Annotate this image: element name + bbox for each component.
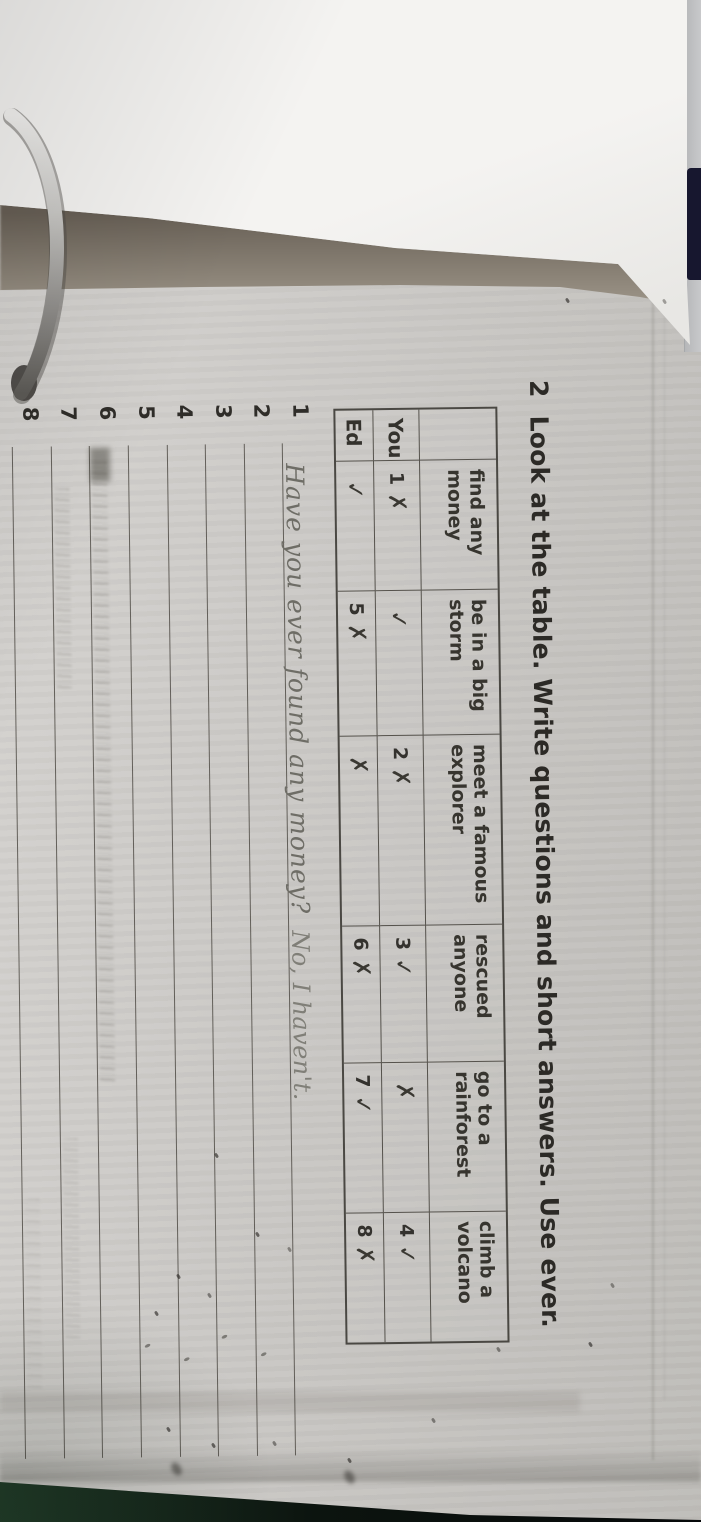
line-number: 4 xyxy=(172,404,197,420)
exercise-title: 2 Look at the table. Write questions and … xyxy=(524,380,565,1328)
bleed-through-smudge xyxy=(54,488,72,689)
table-corner-cell xyxy=(419,409,496,460)
page-crease xyxy=(652,270,654,1460)
table-cell: ✓ xyxy=(375,589,424,736)
line-number: 5 xyxy=(133,405,159,420)
cross-mark: ✗ xyxy=(347,957,376,980)
table-cell: ✗ xyxy=(381,1061,430,1213)
cross-mark: ✗ xyxy=(390,1080,419,1103)
activity-table: find any money be in a big storm meet a … xyxy=(333,406,510,1345)
line-number: 6 xyxy=(95,405,120,421)
cross-mark: ✗ xyxy=(342,622,371,645)
binder-ring xyxy=(3,108,68,404)
column-header: rescued anyone xyxy=(426,923,504,1062)
stray-pen-dot xyxy=(183,1356,190,1362)
handwritten-question: Have you ever found any money? xyxy=(280,463,316,915)
cross-mark: ✗ xyxy=(351,1244,379,1267)
item-number: 8 xyxy=(353,1224,376,1238)
table-cell: 5 ✗ xyxy=(337,590,378,736)
column-header: meet a famous explorer xyxy=(423,733,503,925)
table-cell: ✓ xyxy=(336,460,376,591)
writing-rule xyxy=(12,446,43,1459)
page-crease-2 xyxy=(664,300,665,1400)
stray-pen-dot xyxy=(221,1334,229,1340)
line-number: 1 xyxy=(288,403,313,418)
item-number: 6 xyxy=(349,937,372,951)
item-number: 5 xyxy=(345,602,368,616)
item-number: 4 xyxy=(395,1223,418,1238)
bleed-through-smudge xyxy=(24,1198,43,1389)
cross-mark: ✗ xyxy=(386,766,415,789)
column-header: climb a volcano xyxy=(429,1210,508,1342)
exercise-number: 2 xyxy=(523,379,554,398)
printed-short-answer: No, I haven't. xyxy=(286,930,317,1101)
column-header: be in a big storm xyxy=(421,588,500,735)
cross-mark: ✗ xyxy=(383,491,411,514)
table-cell: 3 ✓ xyxy=(380,924,428,1063)
table-cell: 2 ✗ xyxy=(377,734,427,926)
row-label: You xyxy=(373,409,420,461)
check-mark: ✓ xyxy=(392,1243,421,1266)
check-mark: ✓ xyxy=(384,608,413,631)
item-number: 2 xyxy=(389,746,412,761)
table-cell: 6 ✗ xyxy=(342,925,382,1063)
bleed-through-smudge xyxy=(62,1138,81,1339)
bleed-through-smudge xyxy=(92,461,116,1082)
check-mark: ✓ xyxy=(340,479,369,502)
column-header: go to a rainforest xyxy=(427,1060,506,1212)
line-number: 3 xyxy=(211,404,236,419)
row-label: Ed xyxy=(335,410,374,461)
item-number: 7 xyxy=(351,1074,374,1088)
table-cell: ✗ xyxy=(339,735,381,926)
check-mark: ✓ xyxy=(389,956,418,979)
handwritten-answer: Have you ever found any money? No, I have… xyxy=(280,463,317,1101)
column-header: find any money xyxy=(419,458,498,590)
item-number: 3 xyxy=(391,936,414,951)
table-cell: 1 ✗ xyxy=(373,459,422,591)
line-number: 2 xyxy=(249,403,274,419)
cross-mark: ✗ xyxy=(344,754,373,776)
item-number: 1 xyxy=(385,471,408,486)
binder-spine xyxy=(687,168,701,280)
stray-pen-dot xyxy=(144,1343,151,1349)
table-cell: 8 ✗ xyxy=(345,1212,386,1343)
answer-lines: 1 Have you ever found any money? No, I ha… xyxy=(6,397,329,1522)
page-fold-shadow xyxy=(0,1392,580,1412)
exercise-title-text: Look at the table. Write questions and s… xyxy=(524,415,566,1329)
check-mark: ✓ xyxy=(349,1094,377,1117)
table-cell: 7 ✓ xyxy=(343,1062,384,1213)
table-cell: 4 ✓ xyxy=(383,1211,432,1343)
ring-metal xyxy=(4,108,65,400)
stray-pen-dot xyxy=(260,1351,267,1357)
